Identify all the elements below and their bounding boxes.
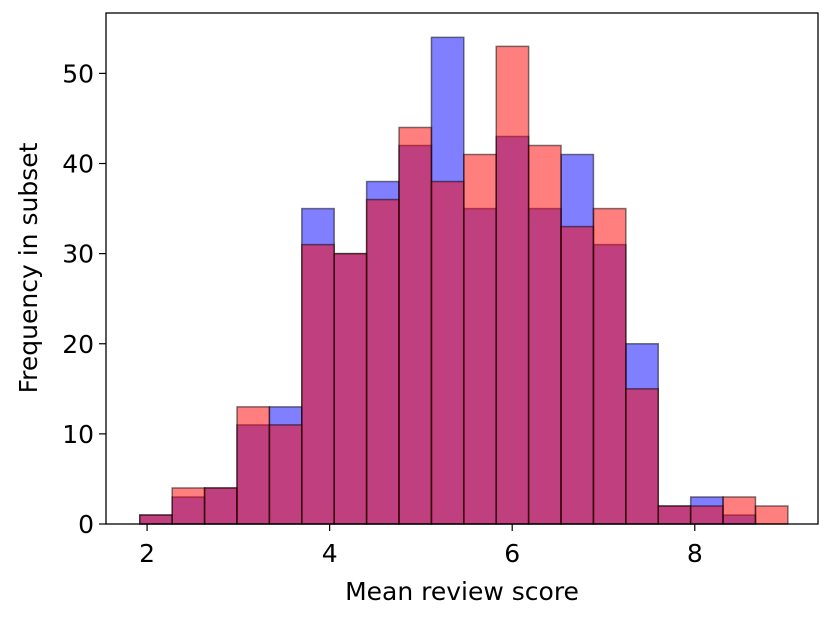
y-axis-ticks: 0 10 20 30 40 50 xyxy=(62,59,106,539)
x-axis-ticks: 2 4 6 8 xyxy=(139,524,703,568)
y-axis-title: Frequency in subset xyxy=(14,142,43,393)
plot-frame xyxy=(105,12,819,525)
histogram-bar-s1-b15 xyxy=(625,388,660,525)
histogram-bar-s1-b16 xyxy=(657,505,692,525)
y-tick-label: 10 xyxy=(62,420,94,449)
histogram-bar-s1-b19 xyxy=(754,505,789,525)
x-tick-label: 8 xyxy=(687,539,703,568)
x-tick-label: 6 xyxy=(504,539,520,568)
histogram-bar-s1-b14 xyxy=(592,207,627,525)
y-tick-label: 0 xyxy=(78,510,94,539)
histogram-bar-s1-b8 xyxy=(398,126,433,525)
histogram-bar-s1-b10 xyxy=(463,153,497,525)
histogram-bar-s1-b13 xyxy=(560,225,595,525)
histogram-bar-s1-b18 xyxy=(722,496,757,525)
histogram-bar-s1-b11 xyxy=(495,45,530,525)
histogram-bar-s1-b3 xyxy=(236,406,271,525)
histogram-bar-s1-b17 xyxy=(689,505,724,525)
histogram-bar-s1-b5 xyxy=(301,243,335,525)
y-tick-label: 40 xyxy=(62,150,94,179)
x-tick-label: 4 xyxy=(322,539,338,568)
histogram-bar-s1-b6 xyxy=(333,252,368,525)
histogram-bar-s1-b1 xyxy=(171,487,206,525)
x-tick-label: 2 xyxy=(139,539,155,568)
histogram-bar-s1-b2 xyxy=(203,487,238,525)
histogram-bars xyxy=(139,36,789,525)
y-tick-label: 30 xyxy=(62,240,94,269)
histogram-bar-s1-b0 xyxy=(139,514,173,525)
histogram-bar-s1-b12 xyxy=(527,144,562,525)
histogram-bar-s1-b7 xyxy=(365,198,400,525)
x-axis-title: Mean review score xyxy=(345,577,579,606)
histogram-bar-s1-b9 xyxy=(430,180,465,525)
y-tick-label: 50 xyxy=(62,59,94,88)
histogram-bar-s1-b4 xyxy=(268,424,303,525)
y-tick-label: 20 xyxy=(62,330,94,359)
